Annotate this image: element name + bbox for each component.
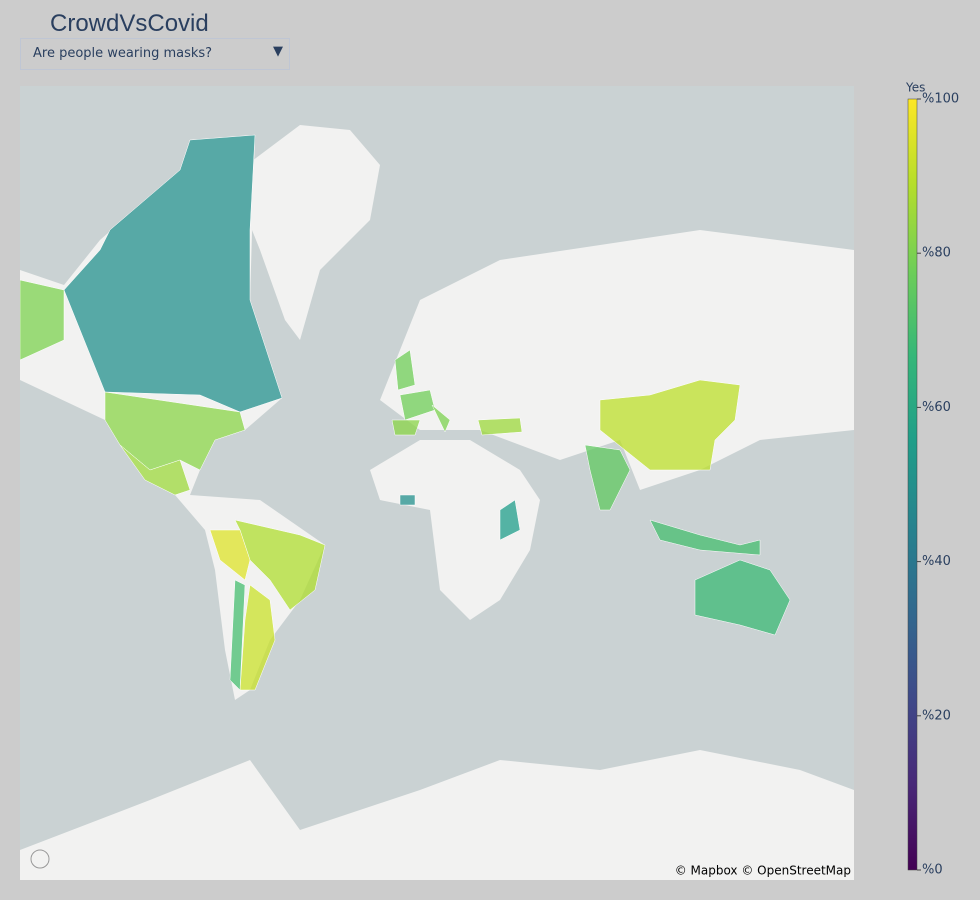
country-region — [63, 134, 283, 413]
country-region — [584, 444, 631, 511]
country-region — [104, 391, 246, 471]
colorbar-tick-label: %100 — [922, 92, 959, 107]
colorbar-tick-label: %80 — [922, 246, 951, 261]
colorbar-tick-label: %0 — [922, 863, 943, 878]
land — [20, 750, 854, 880]
country-region — [399, 494, 416, 506]
regions — [20, 134, 791, 691]
colorbar — [907, 98, 918, 871]
colorbar-tick-label: %40 — [922, 554, 951, 569]
question-dropdown[interactable]: Are people wearing masks? ▼ — [20, 38, 290, 70]
country-region — [499, 499, 521, 541]
dropdown-text: Are people wearing masks? — [33, 46, 213, 61]
country-region — [119, 444, 191, 496]
dropdown-arrow: ▼ — [273, 44, 283, 59]
country-region — [431, 404, 451, 433]
mapbox-logo[interactable] — [30, 849, 50, 869]
country-region — [599, 379, 741, 471]
attribution[interactable]: © Mapbox © OpenStreetMap — [675, 864, 851, 878]
country-region — [694, 559, 791, 636]
colorbar-title: Yes — [905, 81, 925, 95]
land — [370, 440, 540, 620]
country-region — [391, 419, 421, 436]
colorbar-tick-label: %20 — [922, 708, 951, 723]
colorbar-tick-label: %60 — [922, 400, 951, 415]
app-title: CrowdVsCovid — [50, 10, 209, 37]
country-region — [394, 349, 416, 391]
country-region — [20, 279, 65, 361]
country-region — [229, 579, 246, 691]
country-region — [649, 519, 761, 556]
land — [240, 125, 380, 340]
country-region — [477, 417, 523, 436]
country-region — [209, 529, 251, 581]
country-region — [239, 584, 276, 691]
